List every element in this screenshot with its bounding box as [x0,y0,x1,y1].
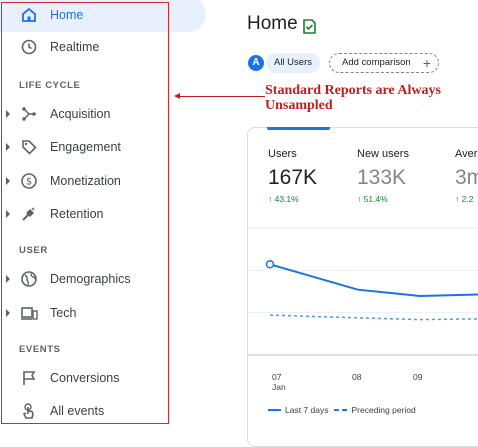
metric-value: 3m [455,166,478,189]
sidebar-item-label: Tech [50,306,77,320]
data-point-start[interactable] [265,260,275,269]
touch-icon [22,403,34,419]
retention-icon [22,207,35,221]
add-comparison-label: Add comparison [342,57,411,68]
expand-caret-icon[interactable] [6,143,10,151]
dollar-icon: $ [21,173,37,189]
sidebar-item-realtime[interactable]: Realtime [0,32,170,62]
sidebar-item-home[interactable]: Home [0,0,170,30]
sidebar-item-demographics[interactable]: Demographics [0,264,170,294]
sidebar-item-retention[interactable]: Retention [0,199,170,229]
sidebar-item-label: Acquisition [50,107,111,121]
acquisition-icon [22,107,36,121]
overview-card [247,127,478,447]
annotation-arrowhead [174,93,180,99]
sidebar-item-tech[interactable]: Tech [0,298,170,328]
metric-name: New users [357,148,409,160]
metric-value: 133K [357,166,407,189]
line-chart [248,227,478,356]
expand-caret-icon[interactable] [6,275,10,283]
expand-caret-icon[interactable] [6,210,10,218]
plus-icon: + [422,55,431,71]
all-users-avatar[interactable]: A [248,55,264,71]
svg-text:$: $ [26,177,32,188]
expand-caret-icon[interactable] [6,177,10,185]
metric-value: 167K [268,166,318,189]
section-events: EVENTS [19,344,61,355]
legend-swatch-dashed [334,409,348,411]
x-tick-08: 08 [352,372,362,382]
legend-swatch-solid [268,409,281,411]
page-title: Home [247,13,298,34]
legend-last-7-days: Last 7 days [285,405,329,415]
sidebar-item-label: All events [50,404,105,418]
sidebar-item-label: Monetization [50,174,121,188]
section-user: USER [19,245,48,256]
expand-caret-icon[interactable] [6,110,10,118]
home-icon [22,7,36,22]
sidebar-item-engagement[interactable]: Engagement [0,132,170,162]
annotation-text: Standard Reports are Always Unsampled [265,83,441,113]
series-line-last-7-days [269,263,478,298]
sidebar-item-label: Demographics [50,272,131,286]
sidebar-item-all-events[interactable]: All events [0,396,170,426]
annotation-arrow [178,96,265,97]
metric-change: ↑ 2.2 [455,194,474,204]
x-tick-07: 07 Jan [272,372,286,392]
sidebar-item-label: Home [50,8,84,22]
sidebar-item-acquisition[interactable]: Acquisition [0,99,170,129]
flag-icon [23,371,36,385]
tag-icon [22,140,37,155]
metric-users[interactable]: Users 167K ↑ 43.1% [268,148,317,204]
sidebar: Home Realtime LIFE CYCLE Acquisition Eng… [0,0,206,434]
devices-icon [21,307,38,320]
check-document-icon[interactable] [302,19,317,34]
selected-tab-indicator [267,127,330,130]
section-life-cycle: LIFE CYCLE [19,80,81,91]
metric-name: Users [268,148,297,160]
all-users-chip[interactable]: All Users [266,53,320,73]
expand-caret-icon[interactable] [6,309,10,317]
metric-name: Aver [455,148,478,160]
sidebar-item-conversions[interactable]: Conversions [0,363,170,393]
metric-average[interactable]: Aver 3m ↑ 2.2 [455,148,478,204]
metric-new-users[interactable]: New users 133K ↑ 51.4% [357,148,409,204]
sidebar-item-monetization[interactable]: $ Monetization [0,166,170,196]
series-line-preceding-period [269,314,478,321]
sidebar-item-label: Conversions [50,371,120,385]
sidebar-item-label: Realtime [50,40,100,54]
clock-icon [21,39,37,55]
metric-change: ↑ 43.1% [268,194,299,204]
sidebar-item-label: Retention [50,207,104,221]
legend-preceding-period: Preceding period [351,405,416,415]
x-tick-09: 09 [413,372,423,382]
sidebar-item-label: Engagement [50,140,121,154]
chart-legend: Last 7 days Preceding period [268,405,416,415]
globe-icon [21,271,37,287]
add-comparison-button[interactable]: Add comparison + [329,53,439,73]
metric-change: ↑ 51.4% [357,194,388,204]
